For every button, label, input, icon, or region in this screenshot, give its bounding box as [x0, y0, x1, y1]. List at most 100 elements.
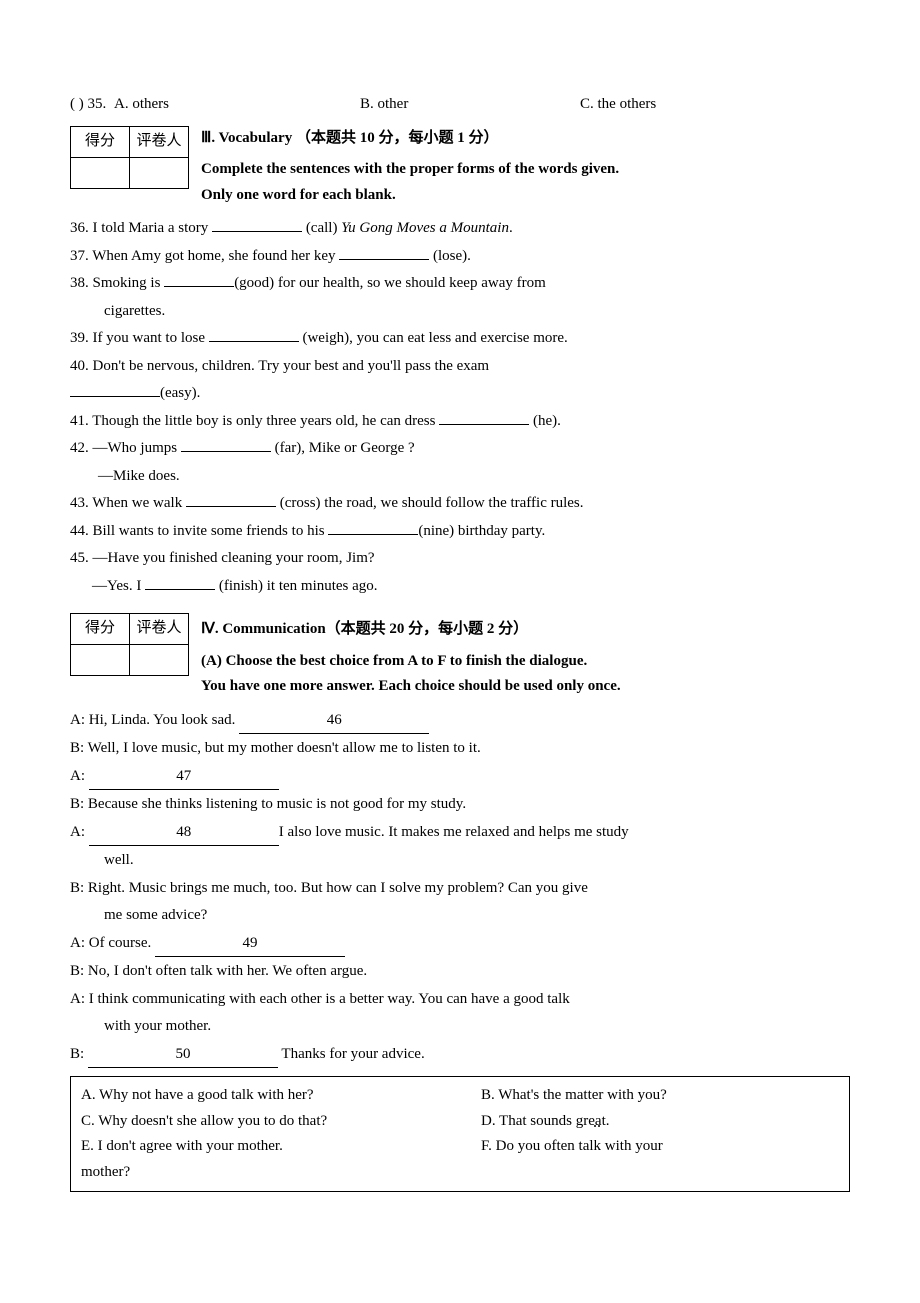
dlg-4: B: Because she thinks listening to music…	[70, 792, 850, 818]
q38-b: (good) for our health, so we should keep…	[234, 275, 546, 291]
q40b: (easy).	[70, 381, 850, 407]
grader-cell[interactable]	[130, 157, 189, 188]
q36-d: .	[509, 220, 513, 236]
score-table-4: 得分 评卷人	[70, 613, 189, 676]
q37: 37. When Amy got home, she found her key…	[70, 244, 850, 270]
q35-line: ( ) 35. A. others B. other C. the others	[70, 92, 850, 118]
opt-d-a: a	[595, 1113, 602, 1129]
q36: 36. I told Maria a story (call) Yu Gong …	[70, 216, 850, 242]
q39-b: (weigh), you can eat less and exercise m…	[299, 330, 568, 346]
opt-e: E. I don't agree with your mother.	[81, 1134, 481, 1160]
q35-a-text: A. others	[114, 96, 169, 112]
q44-a: 44. Bill wants to invite some friends to…	[70, 523, 328, 539]
blank-49[interactable]: 49	[155, 931, 345, 958]
dlg-7a: A: Of course.	[70, 935, 155, 951]
dlg-5c: well.	[104, 848, 850, 874]
section-4-instr2: You have one more answer. Each choice sh…	[70, 674, 850, 700]
q38-a: 38. Smoking is	[70, 275, 164, 291]
q41-blank[interactable]	[439, 410, 529, 425]
q37-blank[interactable]	[339, 245, 429, 260]
q38-cont: cigarettes.	[104, 299, 850, 325]
q40-a: 40. Don't be nervous, children. Try your…	[70, 358, 489, 374]
q36-a: 36. I told Maria a story	[70, 220, 212, 236]
q42-blank[interactable]	[181, 437, 271, 452]
opt-d-post: t.	[602, 1113, 610, 1129]
dlg-6: B: Right. Music brings me much, too. But…	[70, 876, 850, 902]
q44-blank[interactable]	[328, 520, 418, 535]
dlg-10b: Thanks for your advice.	[278, 1046, 425, 1062]
blank-50[interactable]: 50	[88, 1042, 278, 1069]
q45-blank[interactable]	[145, 575, 215, 590]
q38-blank[interactable]	[164, 272, 234, 287]
dlg-10: B: 50 Thanks for your advice.	[70, 1042, 850, 1069]
q43: 43. When we walk (cross) the road, we sh…	[70, 491, 850, 517]
blank-46[interactable]: 46	[239, 708, 429, 735]
q41-a: 41. Though the little boy is only three …	[70, 413, 439, 429]
q35-b-text: B. other	[360, 92, 580, 118]
q45-a: 45. —Have you finished cleaning your roo…	[70, 550, 375, 566]
q41-b: (he).	[529, 413, 561, 429]
dlg-9b: with your mother.	[104, 1014, 850, 1040]
dlg-8: B: No, I don't often talk with her. We o…	[70, 959, 850, 985]
q45-c-text: (finish) it ten minutes ago.	[215, 578, 377, 594]
dlg-7: A: Of course. 49	[70, 931, 850, 958]
q43-b: (cross) the road, we should follow the t…	[276, 495, 584, 511]
opt-d-pre: D. That sounds gre	[481, 1113, 595, 1129]
opt-f: F. Do you often talk with your	[481, 1134, 839, 1160]
q39-a: 39. If you want to lose	[70, 330, 209, 346]
q35-a-cell: ( ) 35. A. others	[70, 92, 360, 118]
q43-blank[interactable]	[186, 492, 276, 507]
blank-48[interactable]: 48	[89, 820, 279, 847]
q39: 39. If you want to lose (weigh), you can…	[70, 326, 850, 352]
opt-b: B. What's the matter with you?	[481, 1083, 839, 1109]
q37-b: (lose).	[429, 248, 471, 264]
q35-c-text: C. the others	[580, 92, 850, 118]
q44-b: (nine) birthday party.	[418, 523, 545, 539]
q40: 40. Don't be nervous, children. Try your…	[70, 354, 850, 380]
q42-c-text: —Mike does.	[98, 468, 180, 484]
opt-d: D. That sounds great.	[481, 1109, 839, 1135]
q42-b: (far), Mike or George ?	[271, 440, 415, 456]
dlg-3: A: 47	[70, 764, 850, 791]
dlg-10a: B:	[70, 1046, 88, 1062]
opt-f2: mother?	[81, 1160, 130, 1186]
q45-b-text: —Yes. I	[92, 578, 145, 594]
dlg-5: A: 48I also love music. It makes me rela…	[70, 820, 850, 847]
score-label: 得分	[71, 126, 130, 157]
score-label-4: 得分	[71, 614, 130, 645]
q36-italic: Yu Gong Moves a Mountain	[341, 220, 509, 236]
dlg-2: B: Well, I love music, but my mother doe…	[70, 736, 850, 762]
options-box: A. Why not have a good talk with her? B.…	[70, 1076, 850, 1192]
q45: 45. —Have you finished cleaning your roo…	[70, 546, 850, 572]
score-cell-4[interactable]	[71, 645, 130, 676]
dlg-5a: A:	[70, 824, 89, 840]
q40-blank[interactable]	[70, 382, 160, 397]
grader-label: 评卷人	[130, 126, 189, 157]
q37-a: 37. When Amy got home, she found her key	[70, 248, 339, 264]
q42c: —Mike does.	[98, 464, 850, 490]
q38: 38. Smoking is (good) for our health, so…	[70, 271, 850, 297]
q42: 42. —Who jumps (far), Mike or George ?	[70, 436, 850, 462]
q45b: —Yes. I (finish) it ten minutes ago.	[92, 574, 850, 600]
blank-47[interactable]: 47	[89, 764, 279, 791]
q41: 41. Though the little boy is only three …	[70, 409, 850, 435]
dlg-6b: me some advice?	[104, 903, 850, 929]
grader-cell-4[interactable]	[130, 645, 189, 676]
dlg-3a: A:	[70, 768, 89, 784]
dlg-1a: A: Hi, Linda. You look sad.	[70, 712, 239, 728]
q36-blank[interactable]	[212, 217, 302, 232]
opt-a: A. Why not have a good talk with her?	[81, 1083, 481, 1109]
q43-a: 43. When we walk	[70, 495, 186, 511]
q36-b: (call)	[302, 220, 341, 236]
dlg-1: A: Hi, Linda. You look sad. 46	[70, 708, 850, 735]
q39-blank[interactable]	[209, 327, 299, 342]
score-table-3: 得分 评卷人	[70, 126, 189, 189]
q35-prefix: ( ) 35.	[70, 96, 106, 112]
grader-label-4: 评卷人	[130, 614, 189, 645]
q42-a: 42. —Who jumps	[70, 440, 181, 456]
dlg-9: A: I think communicating with each other…	[70, 987, 850, 1013]
opt-c: C. Why doesn't she allow you to do that?	[81, 1109, 481, 1135]
q40-b-text: (easy).	[160, 385, 200, 401]
score-cell[interactable]	[71, 157, 130, 188]
dlg-5b: I also love music. It makes me relaxed a…	[279, 824, 629, 840]
